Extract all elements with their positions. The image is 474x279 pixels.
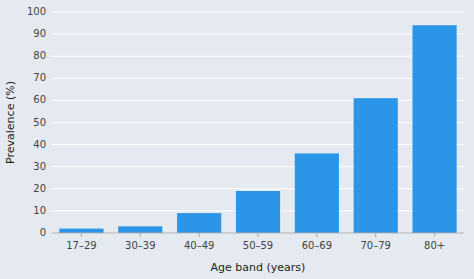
y-tick-label: 30	[33, 161, 46, 172]
bar	[177, 213, 221, 233]
y-tick-label: 60	[33, 94, 46, 105]
y-tick-label: 50	[33, 117, 46, 128]
x-axis-label: Age band (years)	[211, 261, 306, 274]
grid-line	[52, 100, 464, 101]
x-tick-label: 80+	[424, 240, 445, 251]
bar	[295, 153, 339, 233]
y-tick-label: 80	[33, 50, 46, 61]
x-tick-label: 17–29	[66, 240, 96, 251]
y-tick-label: 10	[33, 205, 46, 216]
bar	[413, 25, 457, 233]
x-axis: 17–29 30–39 40–49 50–59 60–69 70–79 80+	[52, 233, 464, 251]
y-tick-label: 90	[33, 28, 46, 39]
x-tick-label: 70–79	[360, 240, 390, 251]
y-tick-label: 0	[40, 227, 46, 238]
x-tick	[199, 233, 200, 237]
bar	[118, 226, 162, 233]
bars	[59, 25, 456, 233]
grid-line	[52, 122, 464, 123]
bar	[354, 98, 398, 233]
bar	[59, 229, 103, 233]
y-tick-label: 70	[33, 72, 46, 83]
grid-line	[52, 78, 464, 79]
grid-line	[52, 188, 464, 189]
grid-line	[52, 12, 464, 13]
grid	[52, 12, 464, 233]
x-tick-label: 50–59	[243, 240, 273, 251]
y-tick-label: 20	[33, 183, 46, 194]
grid-line	[52, 144, 464, 145]
chart: 0 10 20 30 40 50 60 70 80 90 100 17–29 30–39 40–49 50–…	[0, 0, 474, 279]
chart-container: 0 10 20 30 40 50 60 70 80 90 100 17–29 30–39 40–49 50–…	[0, 0, 474, 279]
x-tick	[375, 233, 376, 237]
x-tick-label: 30–39	[125, 240, 155, 251]
x-tick	[434, 233, 435, 237]
x-tick	[140, 233, 141, 237]
y-tick-label: 40	[33, 139, 46, 150]
x-tick	[316, 233, 317, 237]
x-tick-label: 60–69	[302, 240, 332, 251]
grid-line	[52, 56, 464, 57]
x-tick	[258, 233, 259, 237]
x-tick	[81, 233, 82, 237]
y-tick-label: 100	[27, 6, 46, 17]
bar	[236, 191, 280, 233]
y-tick-labels: 0 10 20 30 40 50 60 70 80 90 100	[27, 6, 46, 238]
background	[0, 0, 474, 279]
grid-line	[52, 166, 464, 167]
grid-line	[52, 34, 464, 35]
y-axis-label: Prevalence (%)	[4, 81, 17, 164]
x-tick-label: 40–49	[184, 240, 214, 251]
